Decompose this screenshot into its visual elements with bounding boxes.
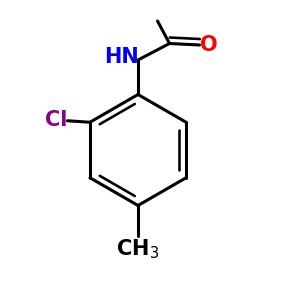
Text: HN: HN xyxy=(104,47,139,67)
Text: CH$_3$: CH$_3$ xyxy=(116,237,160,261)
Text: O: O xyxy=(200,35,218,55)
Text: Cl: Cl xyxy=(45,110,67,130)
